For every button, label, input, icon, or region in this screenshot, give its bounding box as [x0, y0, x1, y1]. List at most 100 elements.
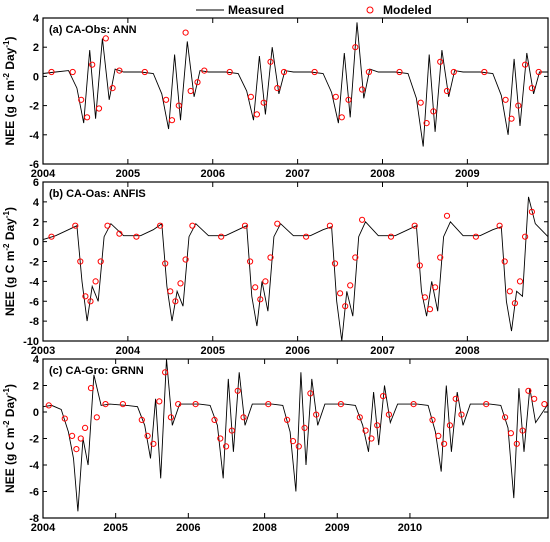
series-modeled-point [82, 293, 89, 300]
series-modeled-point [73, 446, 80, 453]
series-modeled-point [472, 233, 479, 240]
series-modeled-point [252, 284, 259, 291]
series-modeled-point [175, 401, 182, 408]
series-modeled-point [77, 435, 84, 442]
x-tick-label: 2008 [455, 345, 479, 357]
x-tick-label: 2006 [285, 345, 309, 357]
series-modeled-point [337, 401, 344, 408]
x-tick-label: 2006 [201, 168, 225, 180]
series-modeled-point [267, 254, 274, 261]
y-tick-label: 2 [33, 381, 39, 393]
series-modeled-point [516, 278, 524, 285]
y-axis-label-part: Day [3, 47, 17, 73]
series-modeled-point [337, 290, 344, 297]
series-modeled-point [141, 68, 148, 76]
series-modeled-point [116, 67, 123, 74]
series-modeled-point [223, 443, 230, 450]
legend-modeled-swatch [366, 6, 374, 14]
panel-title: (b) CA-Oas: ANFIS [49, 188, 146, 200]
series-modeled-point [522, 233, 529, 240]
series-modeled-point [541, 401, 548, 408]
series-modeled-point [48, 68, 55, 76]
series-modeled-point [234, 387, 241, 394]
series-modeled-point [338, 114, 345, 121]
series-modeled-point [347, 282, 354, 289]
series-modeled-point [429, 416, 436, 423]
y-axis-label: NEE (g C m-2 Day-1) [2, 37, 17, 146]
series-modeled-point [313, 411, 320, 418]
legend: Measured Modeled [196, 3, 432, 17]
y-axis-label-part: Day [3, 395, 17, 421]
y-tick-label: -8 [29, 316, 39, 328]
series-modeled-point [194, 79, 201, 86]
series-modeled-point [72, 222, 79, 229]
y-tick-label: -4 [29, 276, 40, 288]
series-modeled-point [502, 414, 509, 421]
series-modeled-point [274, 85, 281, 92]
y-tick-label: 4 [33, 13, 40, 25]
y-tick-label: 2 [33, 217, 39, 229]
series-modeled-point [437, 254, 444, 261]
series-modeled-point [177, 280, 184, 287]
plot-frame [42, 17, 549, 165]
y-tick-label: -2 [29, 257, 39, 269]
series-modeled-point [417, 99, 424, 106]
x-tick-label: 2009 [325, 522, 349, 534]
series-modeled-point [410, 401, 417, 408]
y-tick-label: -10 [23, 336, 39, 348]
y-tick-label: -6 [29, 487, 39, 499]
series-modeled-point [380, 393, 387, 400]
series-modeled-point [84, 114, 91, 121]
series-modeled-point [513, 440, 520, 447]
series-modeled-point [331, 260, 339, 267]
series-modeled-point [280, 68, 288, 76]
series-modeled-point [437, 58, 444, 65]
y-tick-label: -6 [29, 159, 39, 171]
x-tick-label: 2004 [116, 345, 141, 357]
y-tick-label: 6 [33, 177, 39, 189]
series-modeled-point [89, 61, 96, 68]
series-modeled-point [92, 278, 99, 285]
series-modeled-point [342, 303, 349, 310]
series-modeled-point [260, 99, 267, 106]
series-modeled-point [61, 415, 68, 422]
series-modeled-point [274, 220, 281, 227]
series-modeled-point [45, 402, 52, 409]
series-modeled-point [172, 298, 179, 305]
series-modeled-point [519, 427, 526, 434]
series-modeled-point [48, 233, 55, 240]
x-tick-label: 2008 [252, 522, 276, 534]
series-modeled-point [211, 416, 218, 423]
series-modeled-point [385, 411, 392, 418]
series-modeled-point [241, 222, 249, 229]
series-modeled-point [352, 44, 359, 51]
series-modeled-point [311, 68, 318, 76]
series-modeled-point [247, 258, 254, 265]
series-measured-line [42, 196, 549, 342]
x-tick-label: 2008 [370, 168, 394, 180]
series-modeled-point [201, 67, 208, 74]
series-modeled-point [189, 222, 196, 229]
series-modeled-point [262, 278, 269, 285]
series-modeled-point [102, 35, 109, 42]
series-modeled-point [528, 208, 536, 215]
series-modeled-point [307, 390, 314, 397]
y-tick-label: -4 [29, 130, 40, 142]
legend-measured-label: Measured [228, 3, 284, 17]
series-modeled-point [187, 87, 194, 95]
series-modeled-point [443, 87, 451, 95]
series-modeled-point [458, 411, 465, 418]
y-tick-label: 4 [33, 354, 40, 366]
plot-frame [42, 358, 549, 519]
series-modeled-point [87, 298, 94, 305]
series-modeled-point [162, 369, 169, 376]
plot-frame [42, 181, 549, 342]
series-measured-line [42, 358, 549, 512]
series-modeled-point [217, 435, 224, 442]
series-modeled-point [93, 414, 100, 421]
series-modeled-point [228, 427, 235, 434]
series-modeled-point [150, 440, 157, 447]
series-modeled-point [167, 288, 174, 295]
